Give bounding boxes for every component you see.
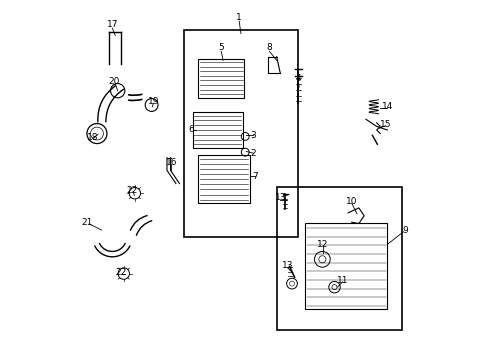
Text: 8: 8 xyxy=(266,43,272,52)
Text: 16: 16 xyxy=(165,158,177,167)
Text: 22: 22 xyxy=(126,186,137,195)
Text: 10: 10 xyxy=(345,197,357,206)
Text: 6: 6 xyxy=(188,126,193,135)
Text: 12: 12 xyxy=(317,240,328,249)
Text: 3: 3 xyxy=(250,131,256,140)
Text: 18: 18 xyxy=(87,132,98,141)
Text: 5: 5 xyxy=(218,43,224,52)
Text: 22: 22 xyxy=(115,268,126,277)
Text: 17: 17 xyxy=(106,20,118,29)
Text: 4: 4 xyxy=(295,74,300,83)
Text: 19: 19 xyxy=(147,97,159,106)
Text: 14: 14 xyxy=(381,102,392,111)
Text: 11: 11 xyxy=(336,275,348,284)
Text: 2: 2 xyxy=(250,149,256,158)
Text: 7: 7 xyxy=(252,172,258,181)
Text: 15: 15 xyxy=(379,120,390,129)
Bar xyxy=(183,30,298,237)
Text: 13: 13 xyxy=(281,261,292,270)
Bar xyxy=(305,223,386,309)
Text: 21: 21 xyxy=(81,219,93,228)
Bar xyxy=(276,187,401,330)
Text: 9: 9 xyxy=(402,225,407,234)
Text: 20: 20 xyxy=(108,77,120,86)
Text: 1: 1 xyxy=(236,13,242,22)
Text: 13: 13 xyxy=(274,193,285,202)
